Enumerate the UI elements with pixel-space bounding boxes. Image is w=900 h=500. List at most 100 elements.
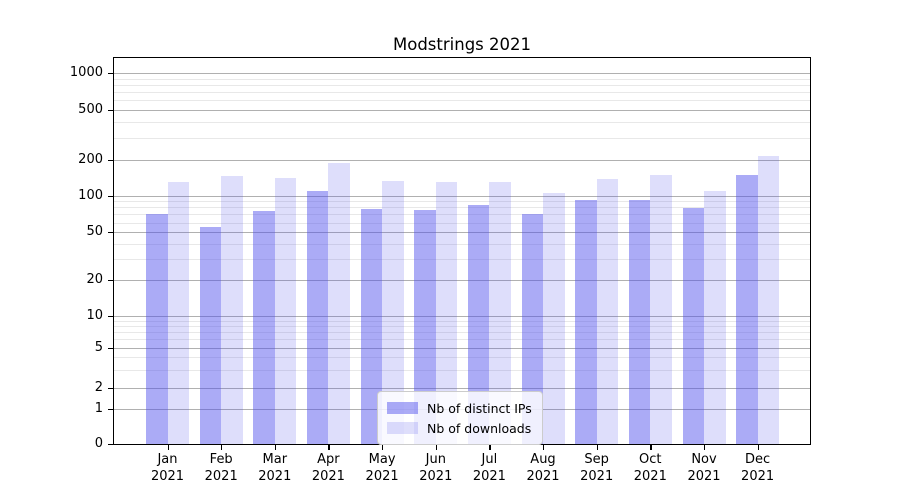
x-tick-label-line: 2021 (150, 469, 185, 484)
legend-item: Nb of downloads (387, 418, 532, 438)
bar-downloads (596, 179, 619, 444)
bar-downloads (704, 190, 726, 444)
minor-gridline (114, 201, 810, 203)
bar-distinct-ips (253, 210, 275, 444)
minor-gridline (114, 326, 810, 328)
x-tick-label: Jul 2021 (459, 451, 519, 485)
y-tick-label: 2 (94, 380, 103, 395)
x-tick-mark (167, 445, 169, 450)
y-tick-label: 200 (78, 151, 103, 167)
y-tick-mark (108, 316, 113, 318)
x-tick-label-line: Feb (209, 452, 233, 467)
y-tick-mark (108, 347, 113, 349)
bar-downloads (650, 174, 672, 444)
bar-downloads (382, 180, 404, 444)
y-tick-mark (108, 73, 113, 75)
minor-gridline (114, 339, 810, 341)
minor-gridline (114, 91, 810, 93)
y-tick-label: 500 (78, 101, 103, 117)
x-tick-label-line: Oct (639, 452, 662, 467)
x-tick-label-line: Jul (481, 452, 498, 467)
y-tick-label: 50 (86, 224, 103, 239)
x-tick-label-line: 2021 (526, 469, 560, 484)
x-tick-mark (489, 445, 491, 450)
minor-gridline (114, 357, 810, 359)
y-tick-mark (108, 159, 113, 161)
x-tick-label-line: Sep (584, 452, 609, 467)
chart-legend: Nb of distinct IPs Nb of downloads (377, 391, 543, 445)
legend-label: Nb of downloads (427, 420, 532, 436)
bar-distinct-ips (414, 210, 436, 444)
minor-gridline (114, 84, 810, 86)
major-gridline (114, 232, 810, 233)
x-tick-label-line: Apr (317, 452, 340, 467)
x-tick-label-line: 2021 (580, 469, 614, 484)
x-tick-label-line: 2021 (311, 469, 345, 484)
legend-swatch (387, 402, 418, 414)
x-tick-mark (382, 445, 384, 450)
major-gridline (114, 109, 810, 111)
x-tick-label-line: 2021 (633, 469, 667, 484)
bar-distinct-ips (628, 199, 651, 444)
x-tick-label-line: 2021 (687, 469, 721, 484)
major-gridline (114, 316, 810, 317)
x-tick-label: Jan 2021 (138, 451, 198, 485)
x-tick-label: Mar 2021 (245, 451, 305, 485)
x-tick-mark (328, 445, 330, 450)
major-gridline (114, 388, 810, 389)
bar-distinct-ips (306, 190, 329, 444)
chart-title: Modstrings 2021 (392, 35, 532, 54)
x-tick-mark (274, 445, 277, 450)
y-tick-mark (108, 232, 113, 234)
y-tick-label: 0 (94, 436, 103, 451)
bar-downloads (167, 182, 189, 444)
bar-distinct-ips (521, 214, 544, 444)
minor-gridline (114, 370, 810, 372)
bar-downloads (489, 182, 511, 444)
x-tick-label: May 2021 (352, 451, 412, 485)
minor-gridline (114, 78, 810, 80)
x-tick-label-line: 2021 (472, 469, 506, 484)
x-tick-mark (221, 445, 223, 450)
bar-downloads (221, 176, 243, 444)
minor-gridline (114, 207, 810, 209)
legend-swatch (387, 422, 418, 434)
x-tick-label: Apr 2021 (298, 451, 358, 485)
bar-downloads (328, 162, 350, 444)
y-tick-label: 100 (78, 187, 103, 203)
minor-gridline (114, 99, 810, 101)
y-tick-mark (108, 279, 113, 281)
y-tick-label: 20 (86, 271, 103, 287)
y-tick-mark (108, 408, 113, 410)
minor-gridline (114, 258, 810, 260)
y-tick-mark (108, 388, 113, 390)
x-tick-mark (757, 445, 759, 450)
bar-distinct-ips (360, 208, 383, 444)
y-tick-label: 1 (94, 400, 103, 416)
x-tick-label-line: 2021 (741, 469, 775, 484)
x-tick-label-line: 2021 (204, 469, 238, 484)
x-tick-mark (435, 445, 438, 450)
major-gridline (114, 159, 810, 161)
minor-gridline (114, 121, 810, 123)
x-tick-label-line: 2021 (365, 469, 399, 484)
bar-distinct-ips (736, 174, 758, 444)
major-gridline (114, 195, 810, 197)
minor-gridline (114, 214, 810, 216)
major-gridline (114, 347, 810, 349)
x-tick-label-line: 2021 (258, 469, 292, 484)
x-tick-label-line: Mar (262, 452, 288, 467)
bar-distinct-ips (199, 227, 222, 444)
x-tick-label-line: Jan (157, 452, 178, 467)
x-tick-label-line: Nov (691, 452, 717, 467)
x-tick-mark (543, 445, 545, 450)
bar-distinct-ips (467, 204, 490, 444)
bar-downloads (757, 155, 780, 444)
y-tick-label: 10 (86, 308, 103, 323)
major-gridline (114, 279, 810, 281)
x-tick-label: Feb 2021 (191, 451, 251, 485)
x-tick-mark (650, 445, 652, 450)
bar-distinct-ips (146, 214, 168, 444)
x-tick-mark (596, 445, 598, 450)
